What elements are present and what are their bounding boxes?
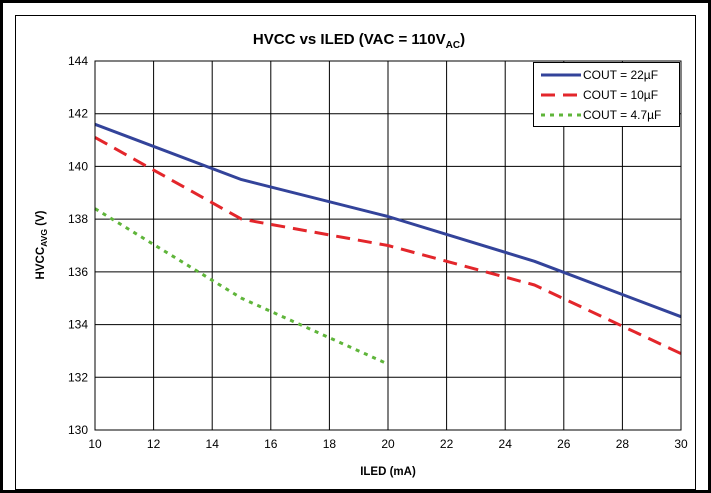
x-tick-labels: 10 12 14 16 18 20 22 24 26 28 30 [88,437,688,451]
x-tick-label: 16 [264,437,278,451]
y-tick-label: 136 [68,265,88,279]
x-tick-label: 26 [557,437,571,451]
x-tick-label: 22 [440,437,454,451]
x-tick-label: 12 [147,437,161,451]
series-line-1 [94,136,682,355]
legend-label-1: COUT = 10µF [583,88,658,102]
plot-area [94,60,682,431]
x-axis-title: ILED (mA) [360,466,416,478]
legend: COUT = 22µF COUT = 10µF COUT = 4.7µF [533,62,680,127]
x-tick-label: 18 [323,437,337,451]
x-tick-label: 30 [674,437,688,451]
y-tick-label: 134 [68,318,88,332]
legend-label-0: COUT = 22µF [583,68,658,82]
chart-title: HVCC vs ILED (VAC = 110VAC) [253,31,465,51]
chart-panel [15,15,696,490]
legend-label-2: COUT = 4.7µF [583,108,661,122]
y-tick-labels: 130 132 134 136 138 140 142 144 [68,54,88,437]
y-tick-label: 132 [68,370,88,384]
legend-box [533,62,680,127]
x-tick-label: 28 [616,437,630,451]
y-tick-label: 140 [68,159,88,173]
y-tick-label: 144 [68,54,88,68]
y-tick-label: 130 [68,423,88,437]
series-line-0 [94,122,682,319]
y-axis-title: HVCCAVG (V) [35,210,49,279]
series-layer [94,122,682,366]
x-tick-label: 20 [381,437,395,451]
x-tick-label: 24 [499,437,513,451]
x-tick-label: 10 [88,437,102,451]
series-line-2 [94,207,389,366]
x-tick-label: 14 [206,437,220,451]
y-tick-label: 142 [68,107,88,121]
y-tick-label: 138 [68,212,88,226]
plot-border [94,60,682,431]
